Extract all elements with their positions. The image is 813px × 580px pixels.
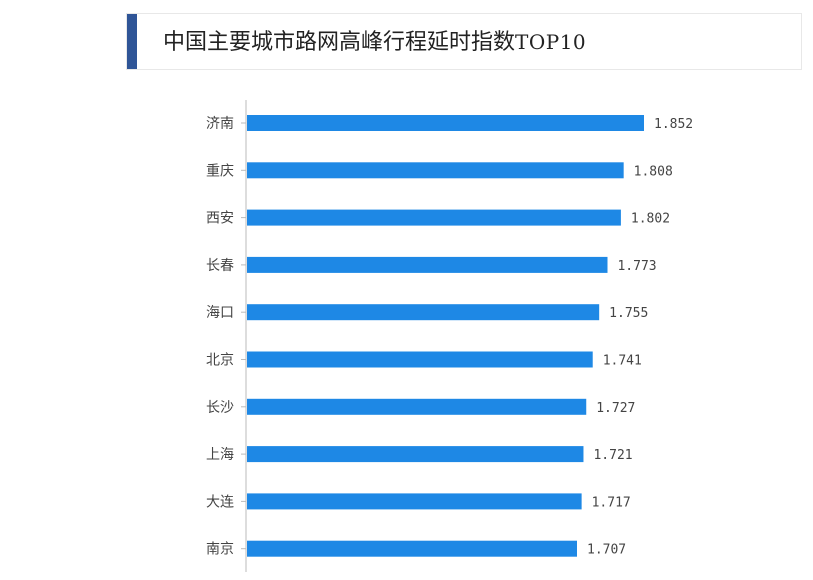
data-label: 1.755 [609,306,648,321]
data-label: 1.707 [587,543,626,558]
bar [247,162,624,179]
bar [247,493,582,510]
data-label: 1.852 [654,117,693,132]
category-label: 长沙 [206,400,234,416]
category-label: 西安 [206,211,234,227]
data-label: 1.721 [593,448,632,463]
data-label: 1.727 [596,401,635,416]
data-label: 1.802 [631,212,670,227]
data-label: 1.808 [634,164,673,179]
bar [247,115,644,131]
bar [247,304,600,321]
bar [247,256,608,273]
chart-title: 中国主要城市路网高峰行程延时指数TOP10 [163,26,586,59]
category-label: 北京 [206,353,234,369]
category-label: 济南 [206,116,234,132]
data-label: 1.717 [592,495,631,510]
chart-title-suffix: TOP10 [515,30,587,54]
bar [247,351,593,368]
data-label: 1.741 [603,354,642,369]
category-label: 海口 [206,305,234,321]
category-label: 长春 [206,258,234,274]
bar [247,540,577,557]
data-label: 1.773 [617,259,656,274]
category-label: 重庆 [206,163,234,179]
chart-title-main: 中国主要城市路网高峰行程延时指数 [163,30,516,55]
bar [247,446,584,463]
bar [247,398,587,415]
category-label: 南京 [206,542,234,558]
title-accent-bar [127,14,137,69]
bar [247,209,621,226]
chart-title-box: 中国主要城市路网高峰行程延时指数TOP10 [126,13,802,70]
category-label: 上海 [206,447,234,463]
category-label: 大连 [206,494,234,510]
